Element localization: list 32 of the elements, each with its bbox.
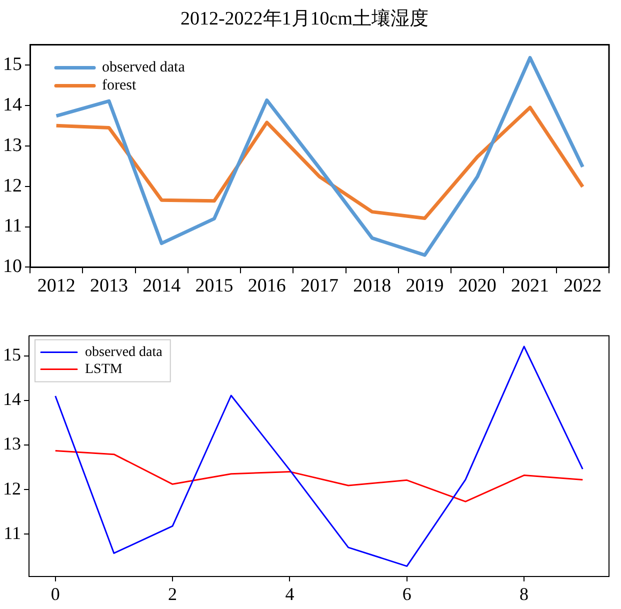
y-tick-label: 12	[3, 478, 21, 498]
y-tick-label: 15	[3, 54, 22, 76]
x-tick-label: 2020	[458, 276, 496, 297]
x-tick-label: 2018	[353, 276, 392, 297]
x-tick-label: 2013	[90, 276, 128, 297]
x-tick-label: 2022	[564, 276, 602, 297]
x-tick-label: 2019	[406, 276, 444, 297]
legend-label: LSTM	[85, 362, 123, 377]
x-tick-label: 2021	[511, 276, 550, 297]
legend-label: forest	[102, 78, 137, 94]
legend-label: observed data	[102, 60, 186, 76]
x-tick-label: 6	[402, 584, 412, 604]
x-tick-label: 2012	[37, 276, 76, 297]
y-tick-label: 11	[4, 522, 21, 543]
x-tick-label: 4	[285, 584, 294, 604]
x-tick-label: 2016	[248, 276, 286, 297]
x-tick-label: 8	[520, 584, 529, 604]
x-tick-label: 0	[50, 584, 60, 604]
y-tick-label: 11	[4, 216, 22, 237]
legend-label: observed data	[85, 344, 164, 360]
x-tick-label: 2017	[300, 276, 338, 297]
y-tick-label: 14	[3, 94, 22, 116]
x-tick-label: 2	[168, 584, 178, 604]
y-tick-label: 15	[3, 344, 21, 365]
y-tick-label: 13	[3, 134, 22, 156]
y-tick-label: 10	[3, 256, 22, 278]
y-tick-label: 14	[3, 389, 21, 410]
x-tick-label: 2015	[195, 276, 234, 297]
chart-title: 2012-2022年1月10cm土壤湿度	[180, 7, 429, 30]
x-tick-label: 2014	[142, 276, 182, 297]
y-tick-label: 12	[3, 175, 22, 196]
y-tick-label: 13	[3, 434, 21, 454]
